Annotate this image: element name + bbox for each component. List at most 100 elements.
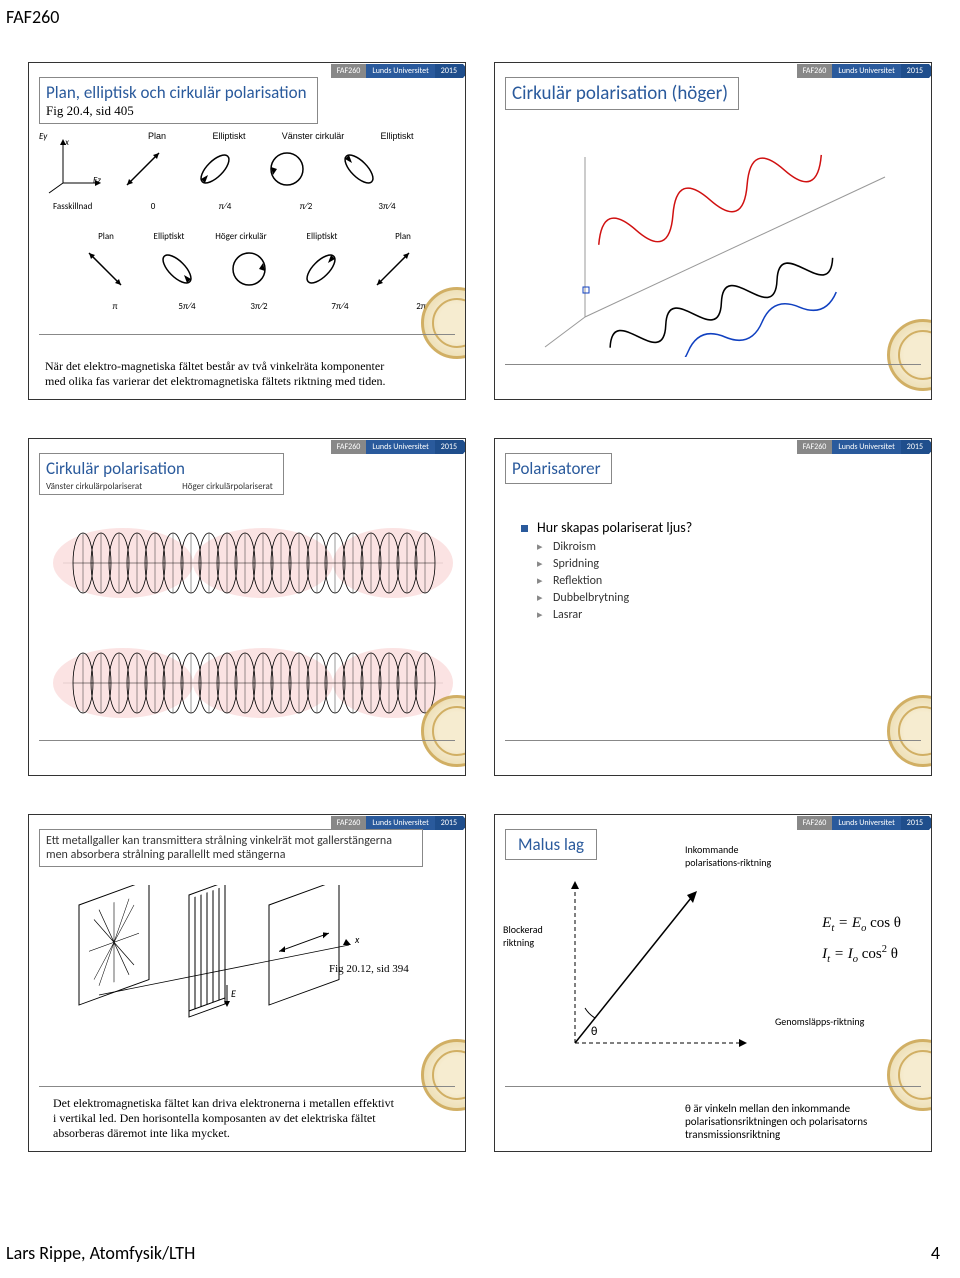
slide-1: FAF260 Lunds Universitet 2015 Plan, elli… (28, 62, 466, 400)
tab-uni: Lunds Universitet (832, 64, 900, 78)
tab-course: FAF260 (331, 440, 367, 454)
slide-tabs: FAF260 Lunds Universitet 2015 (797, 816, 929, 830)
col-label: Elliptiskt (133, 231, 205, 242)
university-seal-icon (887, 695, 932, 767)
slide-title-box: Cirkulär polarisation Vänster cirkulärpo… (39, 453, 284, 495)
slide-3: FAF260 Lunds Universitet 2015 Cirkulär p… (28, 438, 466, 776)
sub-item: Dubbelbrytning (537, 591, 692, 605)
svg-text:x: x (354, 933, 360, 946)
phase-label: Fasskillnad (53, 201, 117, 212)
tab-uni: Lunds Universitet (366, 816, 434, 830)
page-footer-right: 4 (931, 1242, 940, 1264)
tab-year: 2015 (435, 440, 463, 454)
tab-year: 2015 (901, 64, 929, 78)
eq-e: Et = Eo cos θ (822, 915, 901, 934)
svg-text:E: E (231, 987, 236, 1000)
phase-val: 3π⁄2 (223, 301, 295, 312)
helix-top (43, 503, 453, 623)
slide-tabs: FAF260 Lunds Universitet 2015 (797, 440, 929, 454)
axis-x-label: x (65, 137, 69, 148)
divider (39, 334, 455, 335)
tab-year: 2015 (435, 816, 463, 830)
slide-title: Plan, elliptisk och cirkulär polarisatio… (46, 82, 307, 103)
slide-title: Malus lag (518, 834, 584, 855)
sub-list: Dikroism Spridning Reflektion Dubbelbryt… (519, 540, 692, 622)
slide-tabs: FAF260 Lunds Universitet 2015 (797, 64, 929, 78)
tab-course: FAF260 (797, 440, 833, 454)
slide-tabs: FAF260 Lunds Universitet 2015 (331, 440, 463, 454)
slide-grid: FAF260 Lunds Universitet 2015 Plan, elli… (28, 62, 932, 1152)
axis-ez-label: Ez (93, 175, 101, 186)
eq-i: It = Io cos2 θ (822, 944, 901, 965)
sub-item: Dikroism (537, 540, 692, 554)
university-seal-icon (421, 1039, 466, 1111)
sub-item: Lasrar (537, 608, 692, 622)
col-label: Vänster cirkulär (265, 131, 361, 141)
slide-tabs: FAF260 Lunds Universitet 2015 (331, 816, 463, 830)
slide-title-box: Ett metallgaller kan transmittera stråln… (39, 829, 423, 867)
tab-uni: Lunds Universitet (832, 816, 900, 830)
slide-title-box: Plan, elliptisk och cirkulär polarisatio… (39, 77, 318, 124)
sub-item: Reflektion (537, 574, 692, 588)
slide-6: FAF260 Lunds Universitet 2015 Malus lag … (494, 814, 932, 1152)
ellipse-row-bot (81, 245, 417, 293)
divider (39, 1086, 455, 1087)
tab-course: FAF260 (331, 816, 367, 830)
slide-note: θ är vinkeln mellan den inkommande polar… (685, 1102, 911, 1141)
divider (505, 740, 921, 741)
phase-val: π⁄4 (189, 201, 261, 212)
bullet-list: Hur skapas polariserat ljus? (519, 519, 692, 536)
divider (505, 1086, 921, 1087)
tab-course: FAF260 (797, 816, 833, 830)
col-label: Plan (79, 231, 133, 242)
bullet-question: Hur skapas polariserat ljus? (519, 519, 692, 536)
tab-year: 2015 (901, 816, 929, 830)
grating-diagram: x E (59, 885, 369, 1045)
slide-title-box: Malus lag (505, 829, 597, 860)
page-header: FAF260 (6, 6, 59, 28)
right-label: Höger cirkulärpolariserat (182, 481, 273, 492)
pass-label: Genomsläpps-riktning (775, 1015, 865, 1028)
slide-title: Cirkulär polarisation (höger) (512, 82, 728, 105)
col-label: Höger cirkulär (205, 231, 277, 242)
circular-polarization-diagram (525, 117, 905, 357)
divider (505, 364, 921, 365)
slide-5: FAF260 Lunds Universitet 2015 Ett metall… (28, 814, 466, 1152)
ellipse-row-top (119, 145, 383, 193)
tab-uni: Lunds Universitet (366, 64, 434, 78)
left-label: Vänster cirkulärpolariserat (46, 481, 142, 492)
block-label: Blockerad riktning (503, 923, 563, 949)
col-label: Elliptiskt (361, 131, 433, 141)
helix-bottom (43, 623, 453, 743)
pol-top-labels: Plan Elliptiskt Vänster cirkulär Ellipti… (121, 131, 433, 141)
equations: Et = Eo cos θ It = Io cos2 θ (822, 915, 901, 965)
slide-2: FAF260 Lunds Universitet 2015 Cirkulär p… (494, 62, 932, 400)
tab-course: FAF260 (331, 64, 367, 78)
slide-subtitle: Fig 20.4, sid 405 (46, 103, 307, 119)
fig-label: Fig 20.12, sid 394 (329, 963, 409, 975)
phase-val: π⁄2 (261, 201, 351, 212)
tab-course: FAF260 (797, 64, 833, 78)
slide-note: Det elektromagnetiska fältet kan driva e… (53, 1096, 395, 1141)
tab-year: 2015 (901, 440, 929, 454)
divider (39, 740, 455, 741)
axes-icon (45, 135, 105, 195)
tab-year: 2015 (435, 64, 463, 78)
slide-title-box: Polarisatorer (505, 453, 612, 484)
slide-tabs: FAF260 Lunds Universitet 2015 (331, 64, 463, 78)
slide-4: FAF260 Lunds Universitet 2015 Polarisato… (494, 438, 932, 776)
svg-text:θ: θ (591, 1025, 597, 1039)
phase-row-top: Fasskillnad 0 π⁄4 π⁄2 3π⁄4 (53, 201, 423, 212)
slide-title: Ett metallgaller kan transmittera stråln… (46, 834, 412, 862)
axis-ey-label: Ey (39, 131, 47, 142)
col-label: Elliptiskt (277, 231, 367, 242)
phase-val: 3π⁄4 (351, 201, 423, 212)
university-seal-icon (421, 287, 466, 359)
slide-title-box: Cirkulär polarisation (höger) (505, 77, 739, 110)
tab-uni: Lunds Universitet (366, 440, 434, 454)
col-label: Plan (121, 131, 193, 141)
phase-val: π (79, 301, 151, 312)
pol-bot-labels: Plan Elliptiskt Höger cirkulär Elliptisk… (79, 231, 439, 242)
sub-item: Spridning (537, 557, 692, 571)
malus-diagram: θ (525, 863, 785, 1063)
